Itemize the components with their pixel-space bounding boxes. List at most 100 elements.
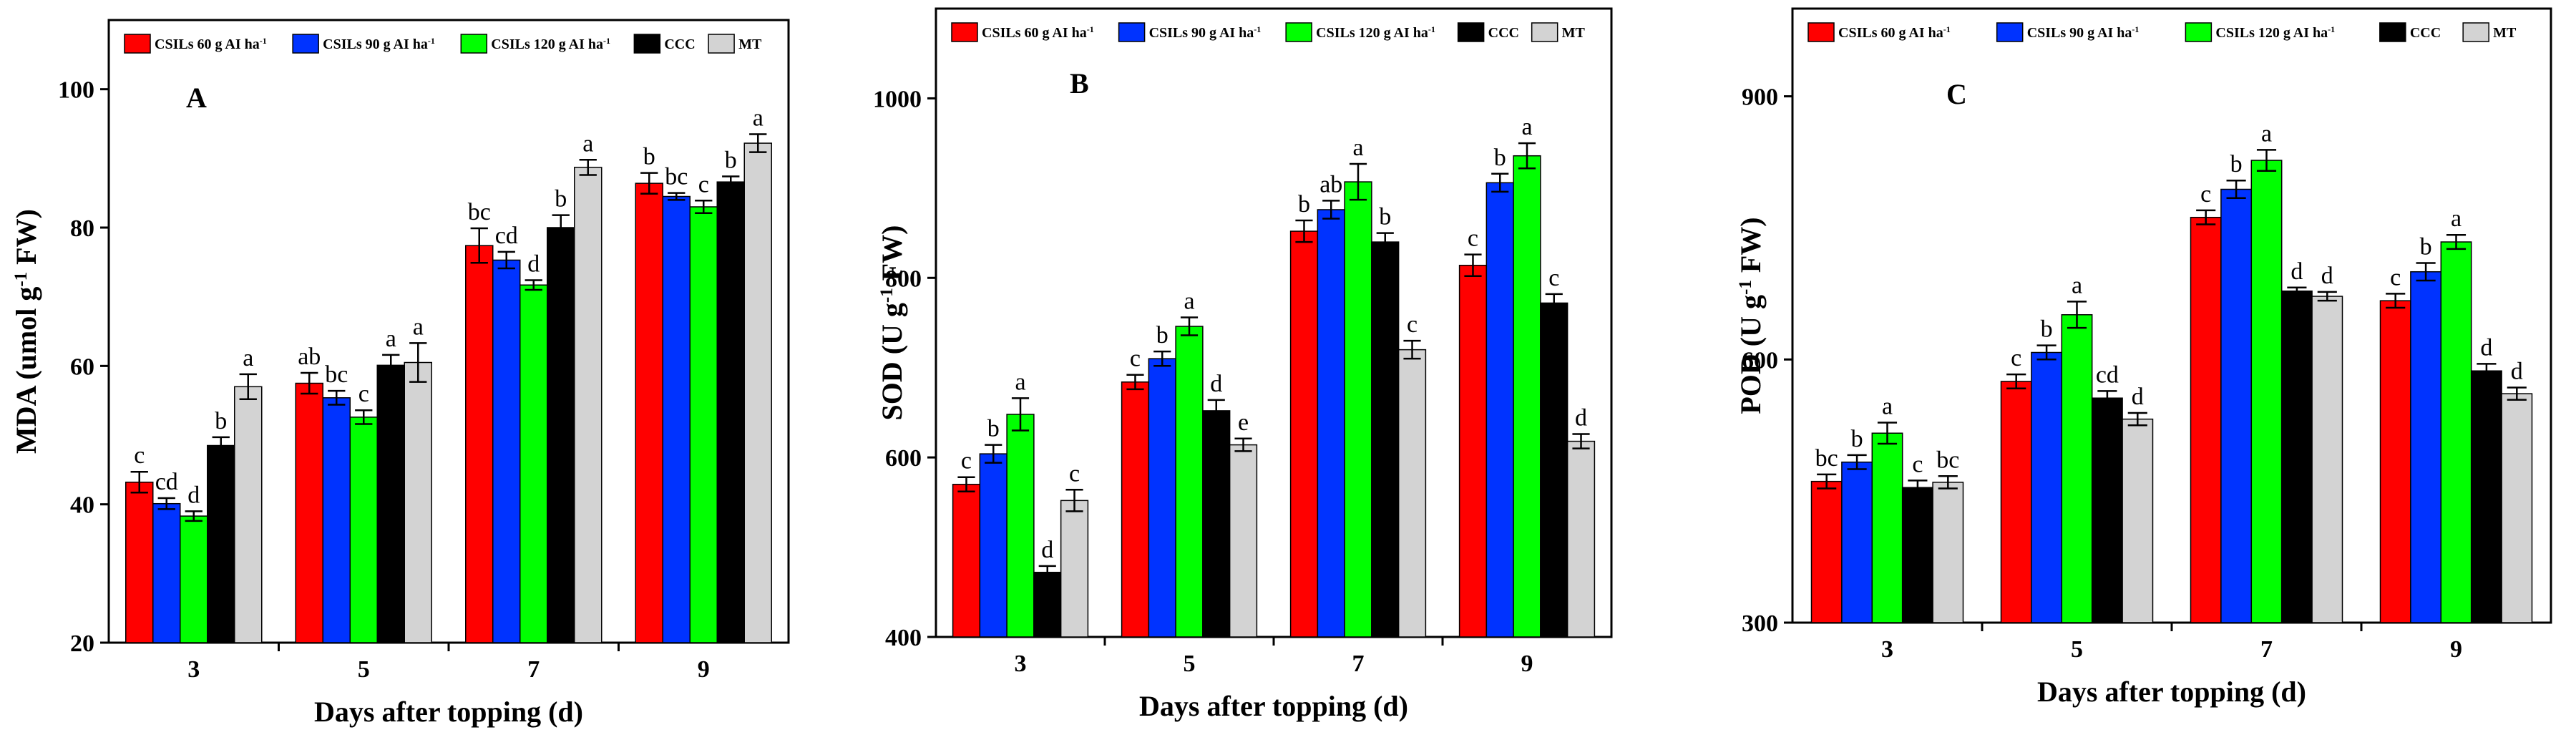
significance-label: d [2290, 258, 2303, 285]
significance-label: c [698, 171, 709, 198]
y-tick-label: 1000 [873, 86, 922, 112]
significance-label: a [2072, 272, 2082, 298]
significance-label: b [1156, 322, 1169, 349]
legend-label: CSILs 60 g AI ha-1 [1838, 24, 1951, 41]
bar [1229, 444, 1258, 638]
x-tick-label: 9 [2450, 636, 2462, 663]
legend-swatch [460, 34, 488, 54]
bar [743, 142, 772, 643]
y-tick-label: 40 [70, 492, 94, 519]
significance-label: b [2420, 233, 2432, 260]
significance-label: c [1912, 451, 1923, 477]
legend-swatch [2462, 22, 2489, 42]
significance-label: b [1494, 145, 1506, 171]
bar [662, 195, 691, 643]
bar [1289, 230, 1319, 638]
legend-label: CSILs 120 g AI ha-1 [491, 36, 610, 52]
bar [404, 361, 432, 643]
significance-label: a [243, 345, 253, 371]
significance-label: b [555, 186, 567, 213]
legend-label: CCC [1488, 25, 1519, 41]
bar [519, 284, 548, 643]
bar [1344, 181, 1372, 638]
y-tick-label: 100 [58, 77, 94, 104]
legend: CSILs 60 g AI ha-1 CSILs 90 g AI ha-1 CSIL… [951, 22, 1586, 42]
bar [2470, 370, 2502, 623]
bar [376, 364, 405, 643]
significance-label: c [2200, 181, 2211, 208]
bar [1371, 241, 1400, 638]
panel-label: B [1070, 67, 1089, 99]
legend-swatch [2379, 22, 2406, 42]
bar [1033, 571, 1062, 638]
legend-label: MT [2493, 25, 2517, 41]
significance-label: b [643, 144, 655, 170]
bar [1458, 264, 1488, 638]
bar [716, 181, 745, 643]
significance-label: d [2132, 384, 2144, 410]
bar [1317, 209, 1345, 638]
bar [1513, 155, 1541, 638]
legend-label: CSILs 60 g AI ha-1 [982, 24, 1094, 41]
bar [125, 481, 154, 643]
bar [635, 182, 663, 643]
bar [1202, 410, 1231, 638]
significance-label: c [2390, 264, 2401, 291]
legend-label: CCC [664, 36, 695, 52]
significance-label: a [2451, 205, 2462, 232]
significance-label: e [1238, 409, 1249, 436]
x-tick-label: 7 [527, 656, 540, 683]
legend-label: CCC [2410, 25, 2441, 41]
y-tick-label: 300 [1742, 610, 1778, 637]
significance-label: bc [1936, 447, 1959, 473]
bar [2122, 418, 2154, 623]
significance-label: cd [155, 469, 178, 495]
significance-label: bc [1815, 445, 1838, 472]
bar [979, 453, 1008, 638]
legend-label: CSILs 120 g AI ha-1 [2215, 24, 2335, 41]
bar [322, 397, 351, 643]
significance-label: b [987, 416, 1000, 442]
bar [2311, 296, 2343, 623]
x-tick-label: 5 [1184, 651, 1196, 677]
bar [2000, 381, 2032, 623]
legend-swatch [1118, 22, 1146, 42]
bar [1148, 358, 1176, 638]
legend: CSILs 60 g AI ha-1 CSILs 90 g AI ha-1 CSIL… [1807, 22, 2517, 42]
x-tick-label: 9 [698, 656, 710, 683]
legend-swatch [292, 34, 319, 54]
bar [1175, 326, 1204, 638]
significance-label: b [725, 147, 737, 173]
y-tick-label: 800 [885, 266, 922, 292]
legend-swatch [124, 34, 151, 54]
significance-label: c [2011, 345, 2021, 371]
significance-label: b [215, 408, 227, 434]
significance-label: bc [665, 164, 688, 190]
bar [1485, 182, 1514, 638]
bar [2220, 188, 2253, 623]
bar [1871, 432, 1903, 623]
legend-swatch [951, 22, 978, 42]
bar [1901, 487, 1933, 623]
significance-label: b [1298, 191, 1310, 218]
legend-label: MT [1562, 25, 1586, 41]
y-tick-label: 20 [70, 631, 94, 657]
significance-label: a [1521, 114, 1532, 140]
x-tick-label: 7 [1352, 651, 1365, 677]
significance-label: d [1575, 405, 1587, 432]
bar [689, 206, 718, 643]
significance-label: d [1041, 537, 1053, 563]
x-tick-label: 3 [187, 656, 200, 683]
legend-swatch [708, 34, 735, 54]
y-tick-label: 60 [70, 354, 94, 380]
legend: CSILs 60 g AI ha-1 CSILs 90 g AI ha-1 CSIL… [124, 34, 762, 54]
bar [952, 484, 981, 638]
legend-swatch [1531, 22, 1558, 42]
bar [547, 227, 575, 643]
bar [1397, 349, 1427, 638]
bar [1540, 302, 1568, 638]
legend-swatch [2185, 22, 2212, 42]
bar [1841, 461, 1873, 623]
bar [2379, 300, 2411, 623]
x-axis-title: Days after topping (d) [2037, 676, 2306, 708]
